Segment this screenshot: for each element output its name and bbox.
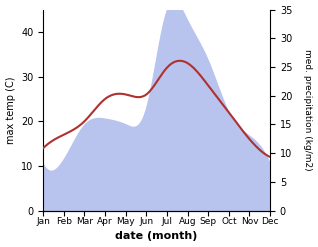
Y-axis label: max temp (C): max temp (C) — [5, 76, 16, 144]
X-axis label: date (month): date (month) — [115, 231, 198, 242]
Y-axis label: med. precipitation (kg/m2): med. precipitation (kg/m2) — [303, 49, 313, 171]
